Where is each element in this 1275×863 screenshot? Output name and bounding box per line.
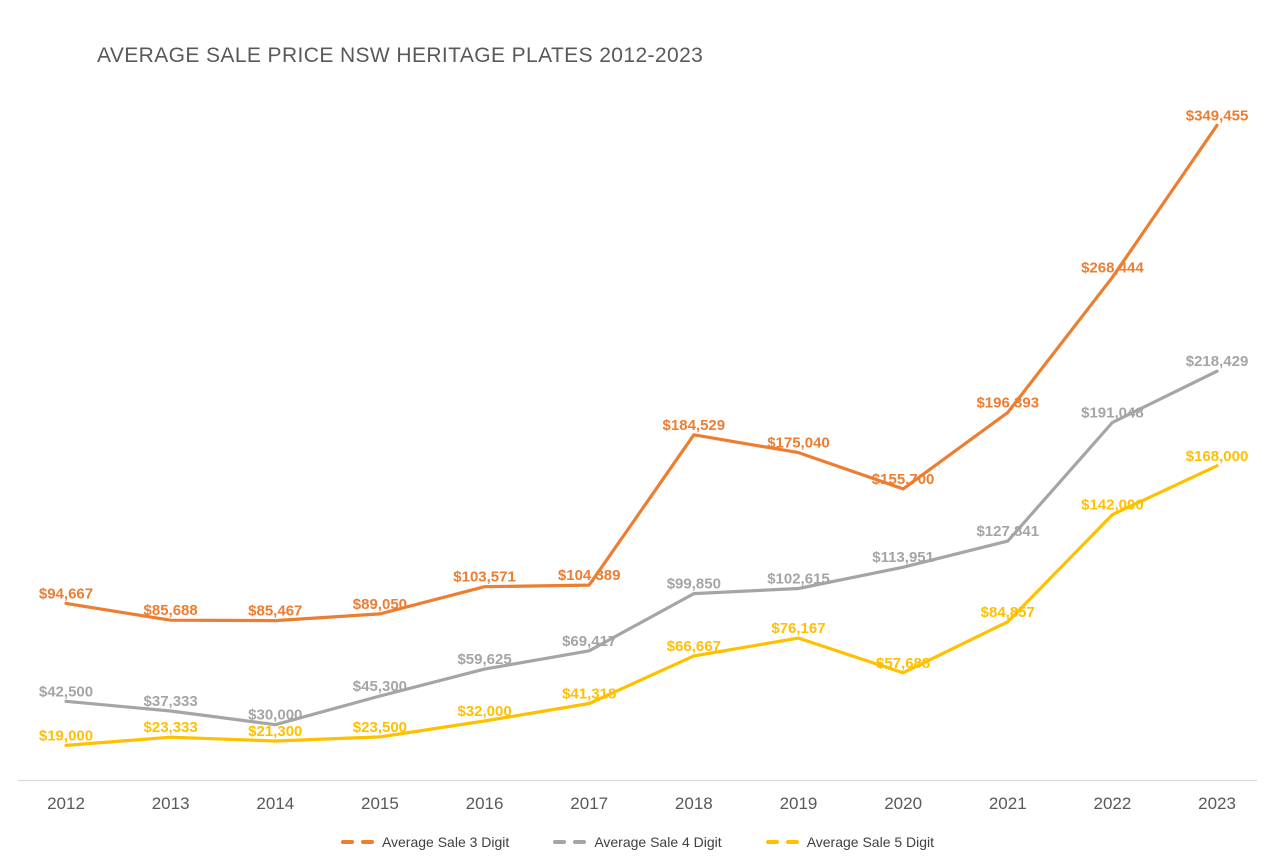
legend-dash-icon xyxy=(340,840,354,844)
data-label: $103,571 xyxy=(453,569,516,586)
data-label: $19,000 xyxy=(39,727,93,744)
series-line-average-sale-3-digit xyxy=(64,123,1219,623)
data-label: $99,850 xyxy=(667,576,721,593)
data-label: $104,389 xyxy=(558,567,621,584)
data-label: $102,615 xyxy=(767,571,830,588)
data-label: $45,300 xyxy=(353,678,407,695)
legend-dash-icon xyxy=(553,840,567,844)
data-label: $23,333 xyxy=(144,719,198,736)
data-label: $127,841 xyxy=(976,523,1039,540)
data-label: $89,050 xyxy=(353,596,407,613)
data-label: $37,333 xyxy=(144,693,198,710)
x-tick-label-2012: 2012 xyxy=(47,794,85,813)
legend-item-average-sale-5-digit: Average Sale 5 Digit xyxy=(765,834,935,850)
data-label: $23,500 xyxy=(353,719,407,736)
data-label: $84,857 xyxy=(981,604,1035,621)
x-tick-label-2019: 2019 xyxy=(780,794,818,813)
data-label: $42,500 xyxy=(39,683,93,700)
data-label: $168,000 xyxy=(1186,448,1249,465)
legend-item-label: Average Sale 3 Digit xyxy=(381,834,510,850)
x-tick-label-2022: 2022 xyxy=(1093,794,1131,813)
data-label: $268,444 xyxy=(1081,259,1144,276)
data-label: $196,393 xyxy=(976,395,1039,412)
series-line-average-sale-4-digit xyxy=(64,369,1219,727)
data-label: $191,048 xyxy=(1081,405,1144,422)
data-label: $57,688 xyxy=(876,655,930,672)
legend-dash-icon xyxy=(573,840,587,844)
x-tick-label-2014: 2014 xyxy=(256,794,294,813)
data-label: $41,318 xyxy=(562,686,616,703)
x-tick-label-2013: 2013 xyxy=(152,794,190,813)
x-tick-label-2023: 2023 xyxy=(1198,794,1236,813)
x-tick-label-2020: 2020 xyxy=(884,794,922,813)
data-label: $85,467 xyxy=(248,603,302,620)
legend-item-label: Average Sale 4 Digit xyxy=(594,834,722,850)
legend-item-average-sale-4-digit: Average Sale 4 Digit xyxy=(553,834,722,850)
data-label: $155,700 xyxy=(872,471,935,488)
data-label: $30,000 xyxy=(248,707,302,724)
x-tick-label-2018: 2018 xyxy=(675,794,713,813)
data-label: $66,667 xyxy=(667,638,721,655)
data-label: $59,625 xyxy=(457,651,511,668)
x-tick-label-2021: 2021 xyxy=(989,794,1027,813)
data-label: $69,417 xyxy=(562,633,616,650)
data-label: $32,000 xyxy=(457,703,511,720)
legend-dash-icon xyxy=(765,840,779,844)
x-tick-label-2016: 2016 xyxy=(466,794,504,813)
series-line-average-sale-5-digit xyxy=(64,464,1219,748)
legend-item-average-sale-3-digit: Average Sale 3 Digit xyxy=(340,834,510,850)
data-label: $94,667 xyxy=(39,585,93,602)
data-label: $21,300 xyxy=(248,723,302,740)
data-label: $113,951 xyxy=(872,549,934,566)
chart-title: AVERAGE SALE PRICE NSW HERITAGE PLATES 2… xyxy=(97,44,704,67)
legend: Average Sale 3 Digit Average Sale 4 Digit… xyxy=(0,830,1275,854)
legend-dash-icon xyxy=(785,840,799,844)
data-label: $76,167 xyxy=(771,620,825,637)
data-label: $184,529 xyxy=(663,417,726,434)
data-label: $142,000 xyxy=(1081,497,1144,514)
x-tick-label-2017: 2017 xyxy=(570,794,608,813)
data-label: $218,429 xyxy=(1186,353,1249,370)
data-label: $175,040 xyxy=(767,435,830,452)
data-label: $349,455 xyxy=(1186,107,1249,124)
legend-dash-icon xyxy=(360,840,374,844)
data-label: $85,688 xyxy=(144,602,198,619)
legend-item-label: Average Sale 5 Digit xyxy=(806,834,935,850)
x-tick-label-2015: 2015 xyxy=(361,794,399,813)
